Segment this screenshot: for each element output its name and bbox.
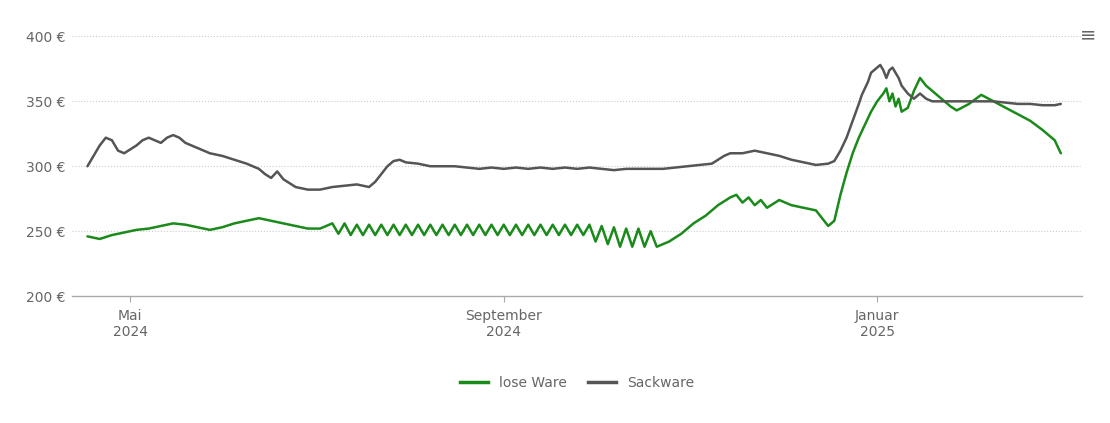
Text: ≡: ≡ [1080,25,1097,44]
Legend: lose Ware, Sackware: lose Ware, Sackware [455,370,699,395]
